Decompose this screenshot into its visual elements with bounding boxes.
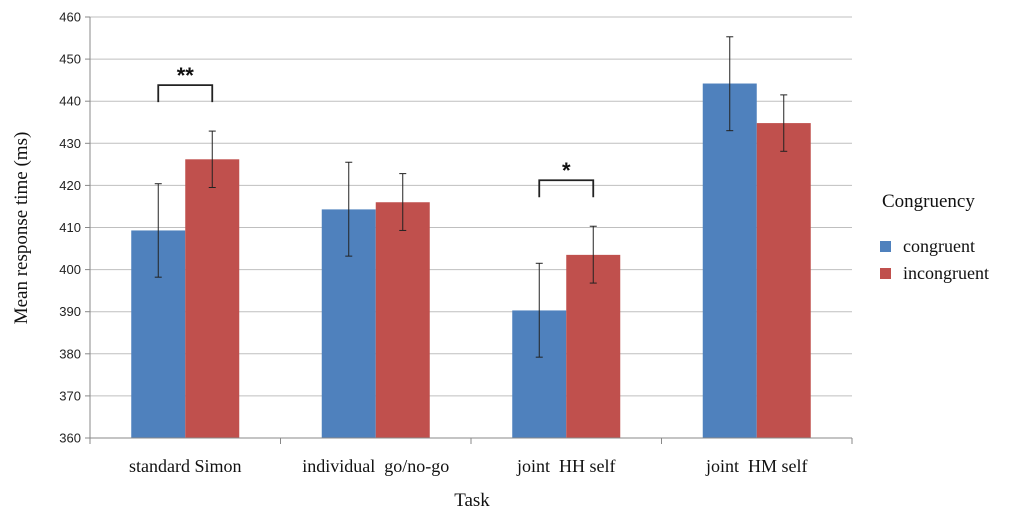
legend-swatch-congruent — [880, 241, 891, 252]
y-tick-label: 360 — [59, 431, 81, 446]
bar-incongruent — [566, 254, 621, 438]
legend-label-incongruent: incongruent — [903, 263, 989, 283]
y-tick-label: 460 — [59, 10, 81, 25]
bar-congruent — [702, 83, 757, 438]
x-tick-label: joint HM self — [705, 456, 808, 476]
legend-title: Congruency — [882, 191, 975, 212]
error-bars — [154, 36, 788, 358]
y-tick-label: 380 — [59, 346, 81, 361]
y-tick-label: 390 — [59, 304, 81, 319]
significance-bracket — [538, 179, 595, 198]
y-tick-label: 370 — [59, 388, 81, 403]
significance-marker: * — [562, 158, 571, 183]
legend-swatch-incongruent — [880, 268, 891, 279]
x-axis-title: Task — [454, 490, 490, 510]
bar-incongruent — [375, 202, 430, 438]
x-tick-label: individual go/no-go — [302, 456, 449, 476]
bar-incongruent — [185, 159, 240, 438]
y-tick-label: 420 — [59, 178, 81, 193]
y-tick-label: 450 — [59, 52, 81, 67]
bars — [131, 83, 811, 438]
y-axis-title: Mean response time (ms) — [11, 132, 32, 325]
y-tick-label: 400 — [59, 262, 81, 277]
legend: Congruency congruent incongruent — [880, 191, 989, 283]
y-tick-label: 430 — [59, 136, 81, 151]
axes: 360 370 380 390 400 410 420 430 440 450 460 standar… — [59, 10, 853, 476]
bar-incongruent — [756, 123, 811, 438]
significance-brackets: *** — [157, 63, 595, 198]
x-tick-label: standard Simon — [129, 456, 242, 476]
y-tick-label: 410 — [59, 220, 81, 235]
significance-bracket — [157, 84, 214, 103]
legend-label-congruent: congruent — [903, 236, 975, 256]
significance-marker: ** — [177, 63, 195, 88]
x-tick-label: joint HH self — [516, 456, 616, 476]
y-tick-label: 440 — [59, 94, 81, 109]
